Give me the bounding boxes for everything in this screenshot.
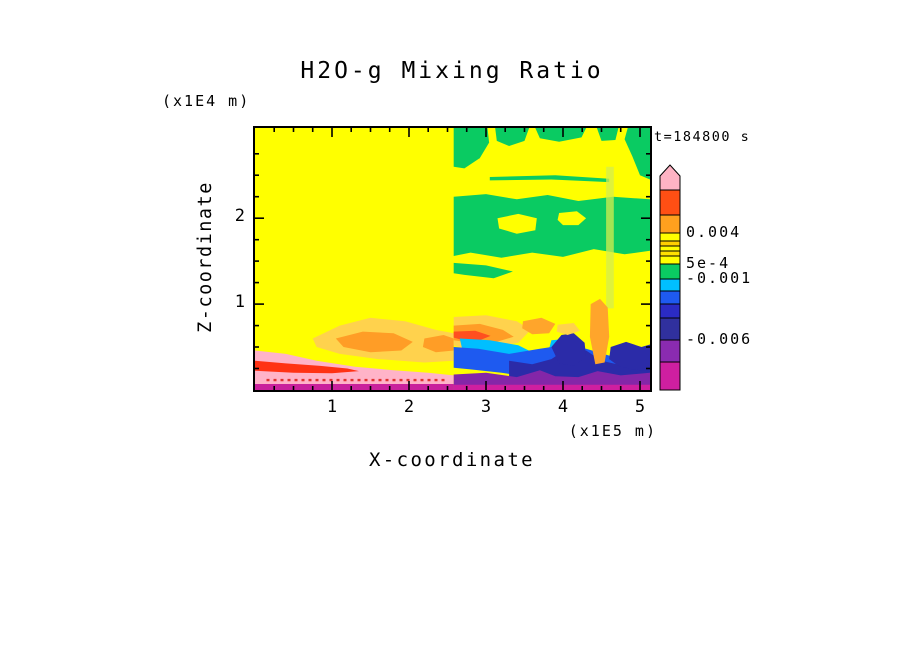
colorbar-scale — [659, 164, 681, 391]
colorbar-segment — [659, 303, 681, 319]
region-navy-blob — [551, 333, 587, 366]
contour-plot — [255, 128, 650, 390]
region-green-top-3 — [535, 128, 587, 142]
x-tick-label-1: 1 — [326, 397, 338, 417]
colorbar-label: -0.001 — [686, 269, 753, 287]
region-pale-vertical-streak — [606, 166, 614, 309]
region-orange-core-left2 — [422, 335, 454, 353]
region-magenta-bottom-left — [255, 384, 454, 390]
x-tick-label-2: 2 — [403, 397, 415, 417]
colorbar-segment — [659, 245, 681, 252]
colorbar-segment — [659, 339, 681, 363]
colorbar-segment — [659, 290, 681, 305]
colorbar-segment — [659, 255, 681, 265]
region-green-top-5 — [624, 128, 650, 180]
x-axis-unit: (x1E5 m) — [568, 422, 657, 440]
y-axis-unit: (x1E4 m) — [162, 92, 251, 110]
region-green-low-strip — [453, 262, 513, 279]
region-orange-patch-1 — [522, 317, 556, 335]
x-axis-title: X-coordinate — [368, 449, 536, 471]
region-orange-core-left — [335, 331, 413, 353]
colorbar-segment — [659, 240, 681, 247]
colorbar-segment — [659, 278, 681, 292]
region-green-wisp — [489, 175, 610, 183]
colorbar-segment — [659, 250, 681, 257]
time-annotation: t=184800 s — [654, 129, 751, 145]
region-yellow-hole-1 — [497, 213, 537, 234]
x-tick-label-5: 5 — [634, 397, 646, 417]
colorbar-label: 5e-4 — [686, 254, 731, 272]
colorbar-arrow — [659, 164, 681, 191]
colorbar-segment — [659, 232, 681, 242]
colorbar-segment — [659, 263, 681, 280]
region-green-top-2 — [495, 128, 530, 146]
x-tick-label-3: 3 — [480, 397, 492, 417]
plot-area — [253, 126, 652, 392]
region-redorange-right — [453, 330, 491, 341]
region-green-mid-band — [453, 194, 650, 258]
region-red-streak-left — [255, 360, 359, 374]
colorbar-segment — [659, 361, 681, 391]
colorbar-segment — [659, 189, 681, 216]
chart-title: H2O-g Mixing Ratio — [300, 58, 604, 84]
colorbar — [659, 163, 681, 392]
colorbar-label: 0.004 — [686, 223, 742, 241]
region-yellow-hole-2 — [557, 211, 587, 226]
colorbar-segment — [659, 214, 681, 234]
y-tick-label-1: 1 — [234, 292, 245, 312]
colorbar-segment — [659, 317, 681, 341]
colorbar-label: -0.006 — [686, 330, 753, 348]
region-green-top-1 — [453, 128, 490, 169]
y-tick-label-2: 2 — [234, 206, 245, 226]
x-tick-label-4: 4 — [557, 397, 569, 417]
y-axis-title: Z-coordinate — [194, 181, 216, 333]
region-orange-streak-vert — [589, 298, 610, 365]
region-navy-blob-right — [609, 341, 650, 372]
region-orange-patch-2 — [556, 323, 580, 335]
